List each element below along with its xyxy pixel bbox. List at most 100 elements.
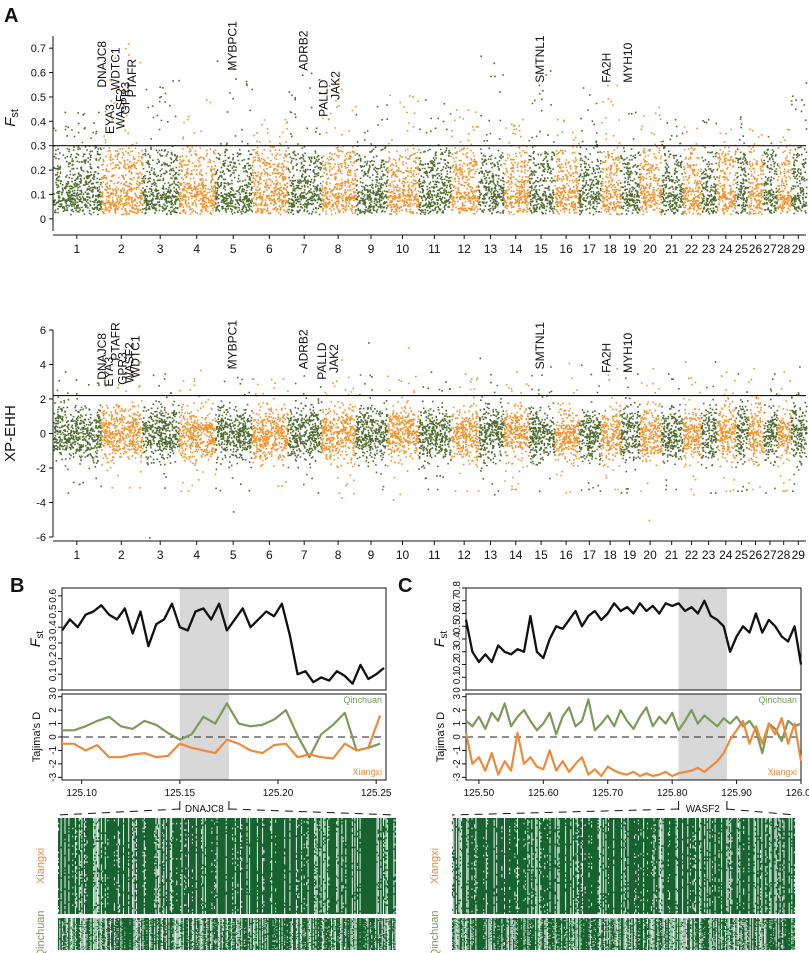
chrom-label: 4	[193, 242, 200, 256]
zoom-connector-right	[228, 808, 397, 816]
y-tick-label: -3	[48, 772, 59, 781]
y-tick-label: -6	[36, 532, 46, 544]
chrom-label: 15	[534, 548, 548, 562]
gene-name-label: WASF2	[686, 804, 721, 815]
y-tick-label: 2	[452, 707, 463, 713]
chrom-label: 9	[368, 242, 375, 256]
chrom-points-25	[735, 373, 750, 492]
y-tick-label: 0.7	[452, 593, 463, 607]
series-line-qinchuan	[62, 702, 381, 759]
gene-label: GPR3	[118, 81, 132, 114]
panel-c-fst-line: 0 0.10.20.30.40.50.60.70.8 Fst	[431, 581, 803, 693]
y-tick-label: 1	[48, 720, 59, 726]
chrom-points-25	[735, 116, 750, 215]
y-tick-label: 0.7	[31, 43, 46, 55]
chrom-points-28	[776, 128, 793, 214]
chrom-points-17	[578, 364, 602, 492]
chrom-points-4	[178, 369, 217, 492]
x-tick-label: 125.10	[66, 788, 97, 799]
y-tick-label: 0.1	[48, 667, 59, 681]
chrom-label: 17	[583, 548, 597, 562]
chrom-points-27	[763, 135, 779, 214]
y-tick-label: 0.1	[452, 670, 463, 684]
chrom-points-26	[747, 367, 765, 491]
chrom-label: 8	[335, 242, 342, 256]
chrom-label: 28	[777, 548, 791, 562]
y-tick-label: -1	[452, 746, 463, 755]
chrom-label: 25	[735, 548, 749, 562]
chrom-points-15	[528, 366, 556, 492]
y-tick-label: -3	[452, 772, 463, 781]
y-tick-label: 0.6	[31, 68, 46, 80]
chrom-points-7	[287, 72, 323, 216]
chrom-points-11	[418, 371, 452, 491]
chrom-points-23	[700, 118, 718, 215]
chrom-label: 11	[428, 242, 441, 256]
chrom-label: 16	[559, 242, 573, 256]
plot-frame	[465, 587, 802, 691]
chrom-points-29	[790, 366, 808, 492]
chrom-points-13	[478, 55, 505, 215]
chrom-points-14	[503, 371, 530, 491]
y-axis-label-main: F	[27, 637, 43, 647]
chrom-points-6	[251, 378, 289, 487]
series-legend-label: Xiangxi	[767, 767, 797, 777]
chrom-points-1	[53, 371, 103, 494]
series-legend-label: Xiangxi	[352, 767, 382, 777]
chrom-label: 21	[665, 548, 679, 562]
chrom-points-16	[554, 362, 580, 494]
chrom-label: 8	[335, 548, 342, 562]
chrom-label: 1	[73, 242, 80, 256]
gene-label: WDTC1	[109, 47, 123, 90]
chrom-points-1	[53, 111, 103, 216]
y-tick-label: 1	[452, 720, 463, 726]
y-tick-label: 0	[452, 687, 463, 693]
chrom-points-26	[747, 128, 765, 216]
y-tick-label: 0.3	[452, 644, 463, 658]
fst-line	[61, 602, 385, 685]
gene-label: MYH10	[621, 333, 635, 373]
chrom-points-10	[387, 94, 420, 216]
series-legend-label: Qinchuan	[758, 695, 797, 705]
y-tick-label: 3	[48, 693, 59, 699]
y-axis-label: Fst	[2, 109, 21, 127]
y-tick-label: 0.5	[48, 604, 59, 618]
chrom-label: 13	[484, 242, 498, 256]
panel-c-haplotype-heatmap: WASF2 Xiangxi Qinchuan	[429, 801, 796, 953]
y-tick-label: -2	[48, 759, 59, 768]
chrom-label: 27	[763, 242, 777, 256]
x-tick-label: 125.70	[592, 788, 623, 799]
chrom-label: 23	[702, 548, 716, 562]
chrom-points-19	[620, 369, 641, 494]
y-tick-label: 0.3	[48, 636, 59, 650]
chrom-points-10	[387, 347, 420, 501]
y-axis-label: XP-EHH	[2, 405, 19, 462]
x-tick-label: 126.00	[786, 788, 809, 799]
chrom-points-5	[215, 364, 253, 513]
chrom-points-8	[321, 79, 357, 216]
x-tick-label: 125.25	[361, 788, 392, 799]
gene-label: PTAFR	[125, 59, 139, 98]
panel-label-a: A	[4, 5, 18, 27]
chrom-label: 15	[534, 242, 548, 256]
chrom-points-18	[600, 84, 622, 216]
gene-label: ADRB2	[296, 329, 310, 369]
chrom-points-15	[528, 70, 556, 215]
zoom-connector-left	[57, 808, 180, 816]
manhattan-points	[53, 43, 808, 216]
gene-name-label: DNAJC8	[185, 804, 224, 815]
chrom-points-29	[790, 82, 808, 215]
chrom-label: 1	[73, 548, 80, 562]
gene-label: MYH10	[621, 42, 635, 82]
chrom-points-2	[100, 361, 144, 489]
chrom-label: 2	[118, 548, 125, 562]
gene-label: JAK2	[327, 344, 341, 373]
chrom-points-21	[661, 118, 684, 215]
gene-label: GPR3	[116, 352, 130, 385]
zoom-connector-right	[726, 808, 796, 816]
y-tick-label: 0.5	[452, 619, 463, 633]
gene-label: WASF2	[123, 342, 137, 383]
panel-b-tajima-line: -3 -2 -1 0 1 2 3 125.10 125.15 125.20 125.25 Tajima…	[31, 693, 392, 799]
chrom-points-2	[100, 43, 144, 216]
